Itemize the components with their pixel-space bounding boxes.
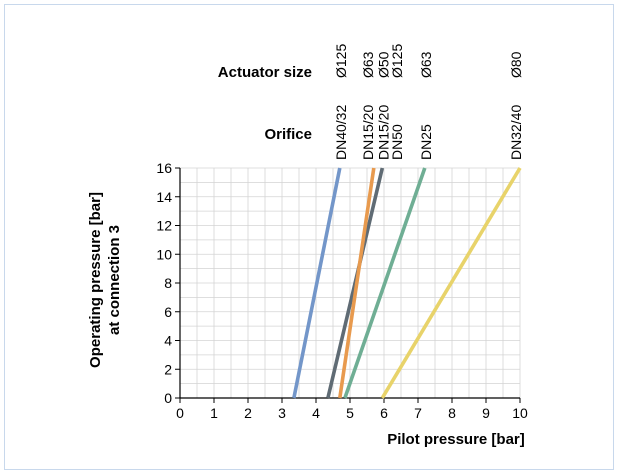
orifice-label: Orifice (264, 126, 312, 143)
series-line-dn32-40-d80 (380, 167, 522, 399)
y-tick-label: 16 (156, 160, 172, 176)
x-tick-label: 10 (512, 405, 528, 421)
grid (180, 167, 521, 398)
series-line-dn15-20-d63 (338, 167, 376, 399)
x-tick-label: 1 (210, 405, 218, 421)
x-tick-label: 0 (176, 405, 184, 421)
actuator-size-value: Ø63 (418, 51, 434, 78)
y-tick-label: 12 (156, 218, 172, 234)
orifice-value: DN40/32 (333, 105, 349, 160)
series-lines (292, 167, 522, 399)
series-line-dn25-d63 (343, 167, 427, 399)
column-headers: Ø125 DN40/32 Ø63 DN15/20 Ø50 DN15/20 Ø125 DN50 Ø… (333, 44, 524, 160)
y-axis-label-line2: at connection 3 (106, 225, 123, 335)
actuator-size-label: Actuator size (218, 64, 312, 81)
x-tick-label: 4 (312, 405, 320, 421)
x-axis-label: Pilot pressure [bar] (387, 431, 525, 448)
y-tick-label: 6 (164, 304, 172, 320)
orifice-value: DN50 (389, 124, 405, 160)
y-tick-label: 14 (156, 189, 172, 205)
actuator-size-value: Ø63 (360, 51, 376, 78)
actuator-size-value: Ø80 (508, 51, 524, 78)
actuator-size-value: Ø50 (375, 51, 391, 78)
orifice-value: DN32/40 (508, 105, 524, 160)
x-tick-label: 9 (482, 405, 490, 421)
y-axis-label-line1: Operating pressure [bar] (87, 192, 104, 368)
orifice-value: DN15/20 (360, 105, 376, 160)
orifice-value: DN25 (418, 124, 434, 160)
actuator-size-value: Ø125 (389, 44, 405, 78)
x-tick-label: 3 (278, 405, 286, 421)
x-tick-label: 5 (346, 405, 354, 421)
y-tick-label: 4 (164, 333, 172, 349)
y-tick-label: 10 (156, 246, 172, 262)
actuator-size-value: Ø125 (333, 44, 349, 78)
y-tick-label: 0 (164, 390, 172, 406)
y-tick-label: 2 (164, 361, 172, 377)
x-tick-label: 7 (414, 405, 422, 421)
orifice-value: DN15/20 (375, 105, 391, 160)
series-line-dn40-32-d125 (292, 167, 342, 399)
x-tick-label: 2 (244, 405, 252, 421)
chart-frame (4, 4, 614, 470)
x-tick-label: 8 (448, 405, 456, 421)
y-tick-label: 8 (164, 275, 172, 291)
x-tick-label: 6 (380, 405, 388, 421)
